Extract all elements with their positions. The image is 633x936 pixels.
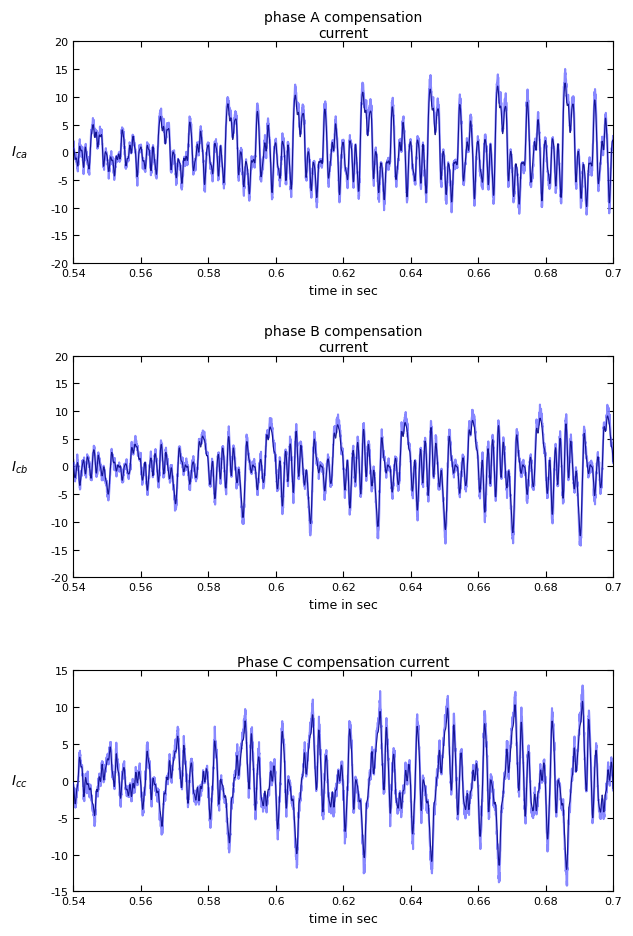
Title: phase B compensation
current: phase B compensation current (264, 325, 422, 355)
Y-axis label: I$_{cb}$: I$_{cb}$ (11, 459, 28, 475)
Title: phase A compensation
current: phase A compensation current (264, 11, 422, 41)
X-axis label: time in sec: time in sec (309, 285, 378, 298)
Y-axis label: I$_{cc}$: I$_{cc}$ (11, 772, 28, 789)
X-axis label: time in sec: time in sec (309, 598, 378, 611)
Title: Phase C compensation current: Phase C compensation current (237, 655, 449, 669)
X-axis label: time in sec: time in sec (309, 912, 378, 925)
Y-axis label: I$_{ca}$: I$_{ca}$ (11, 145, 28, 161)
